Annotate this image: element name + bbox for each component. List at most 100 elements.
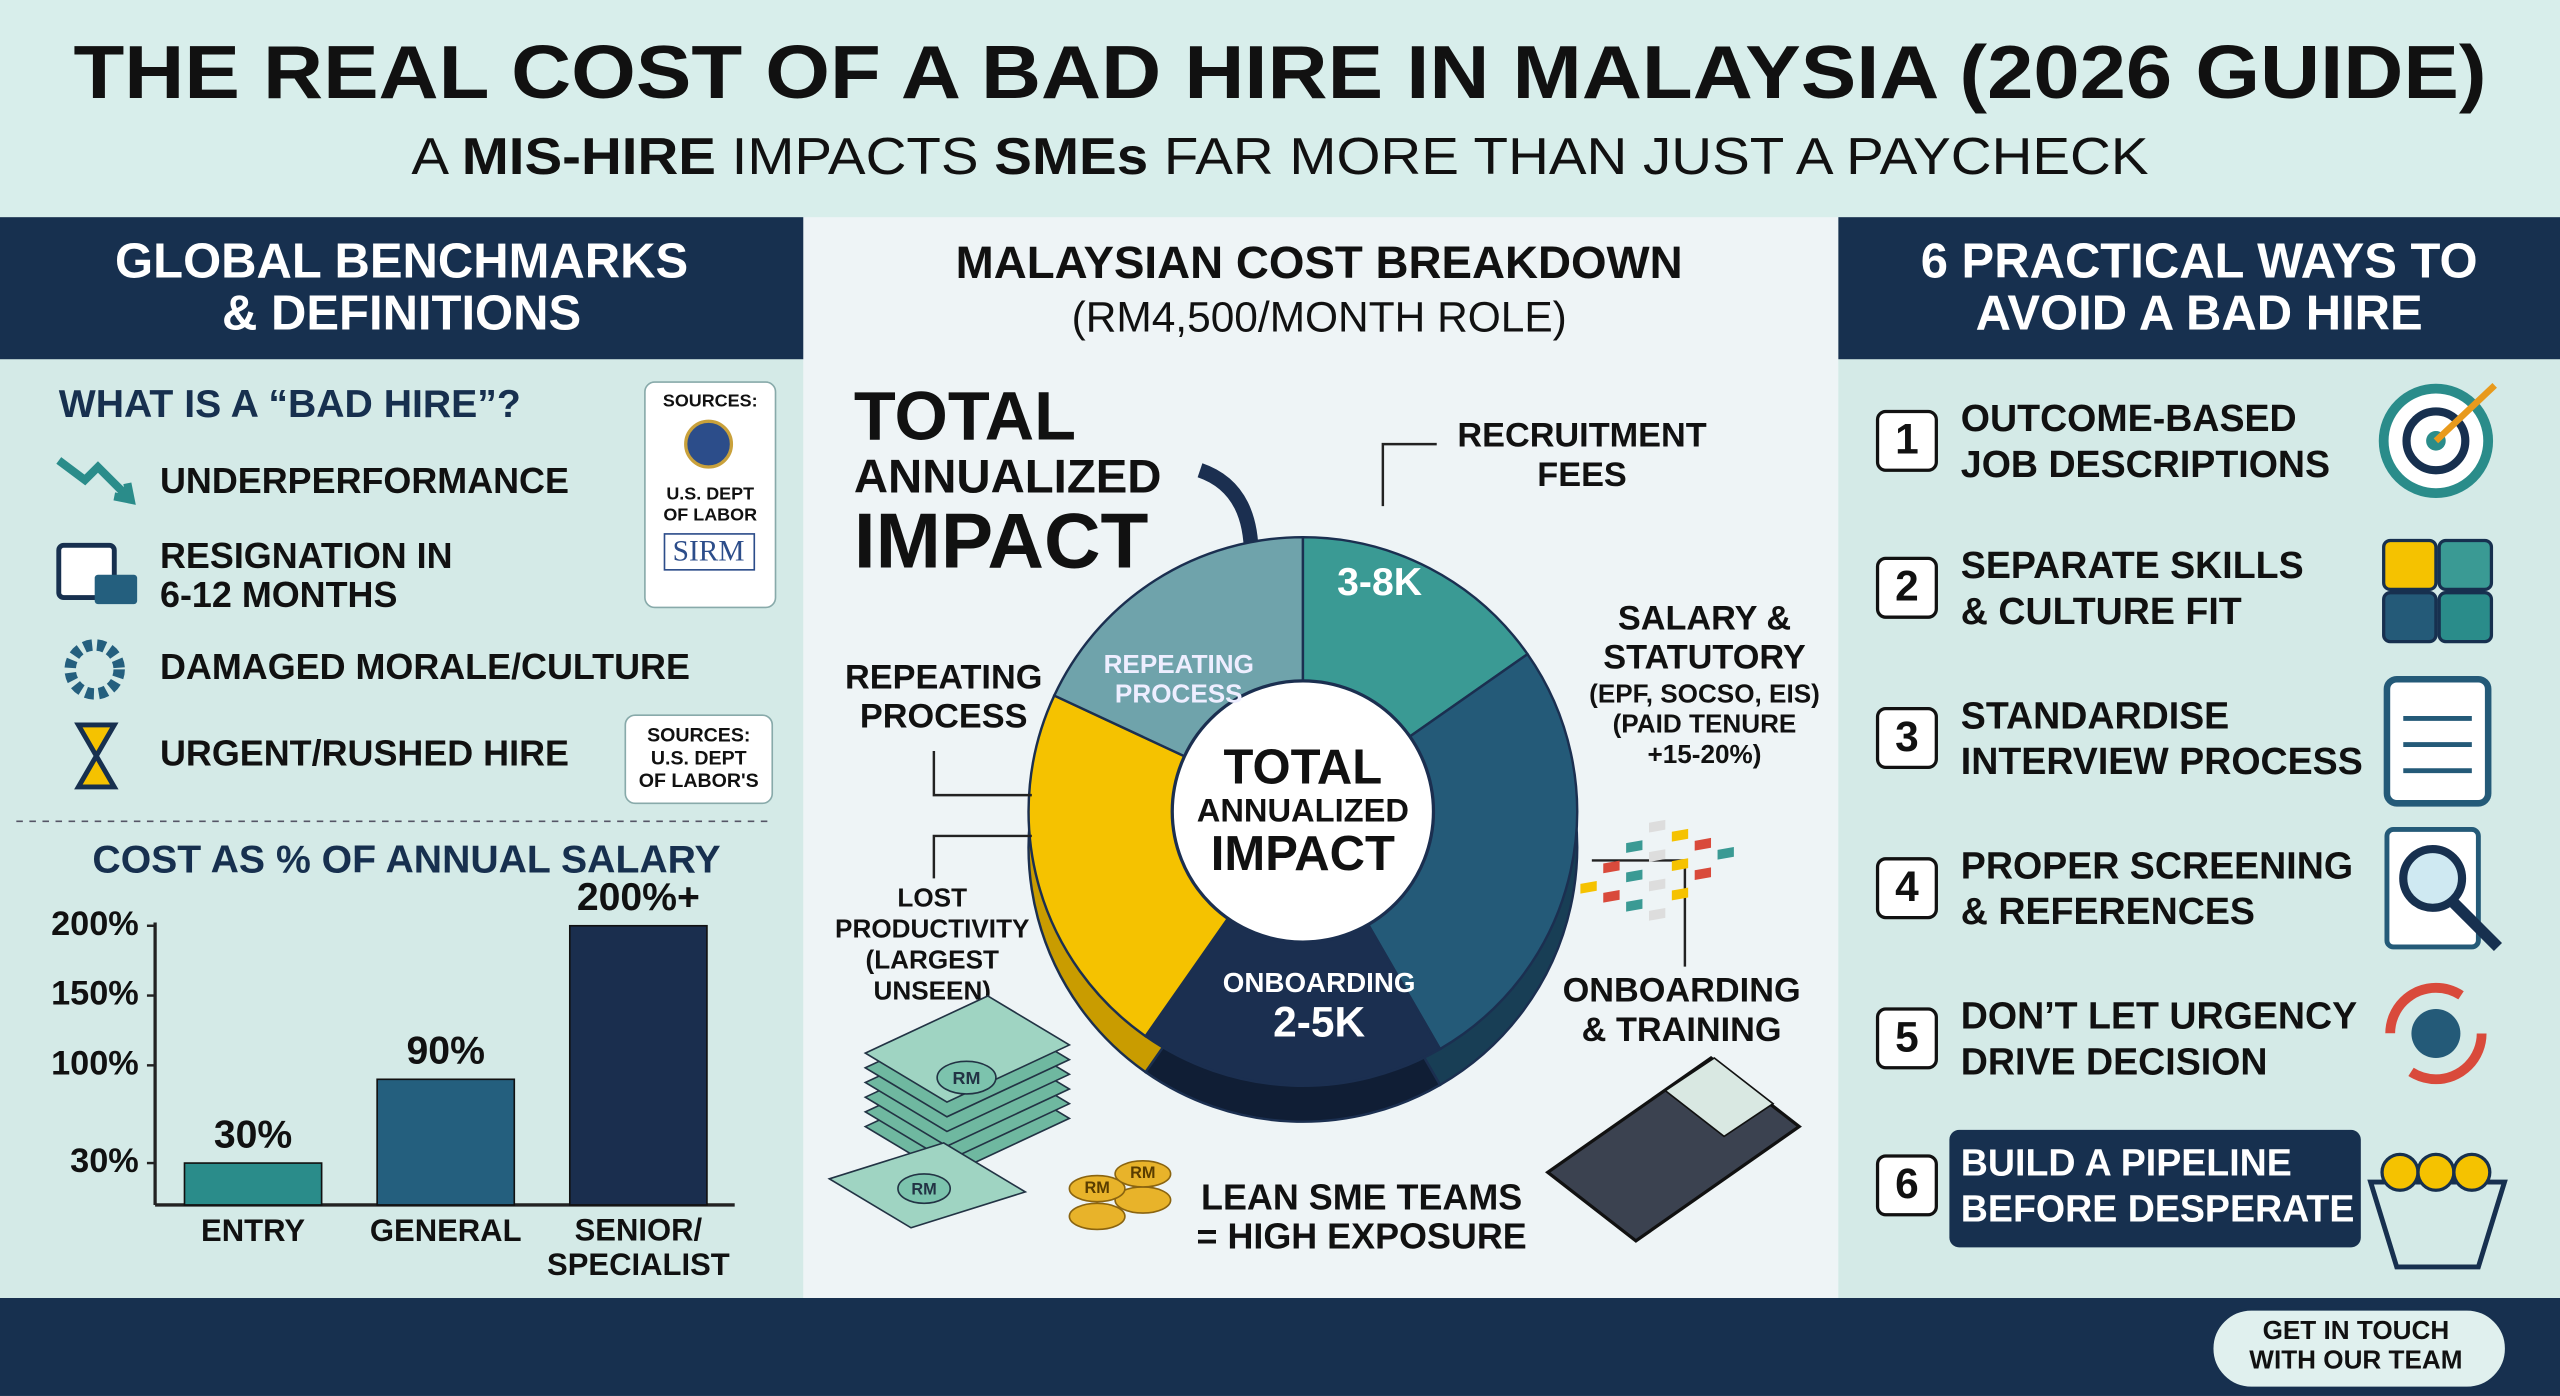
coin — [1114, 1160, 1172, 1188]
banknote-text: RM — [953, 1068, 981, 1088]
calculator-key — [1648, 878, 1666, 892]
subtitle-part: A — [411, 128, 461, 186]
icon-cycle-center — [2411, 1009, 2461, 1058]
bar — [376, 1078, 516, 1206]
donut-center: TOTAL — [1224, 741, 1383, 795]
x-tick-label: ENTRY — [201, 1213, 305, 1248]
tip-text: DRIVE DECISION — [1961, 1040, 2268, 1082]
item-number: 1 — [1895, 416, 1919, 463]
calculator-key — [1648, 908, 1666, 921]
icon-target — [2402, 407, 2470, 475]
number-badge — [1875, 409, 1938, 472]
sources-text: U.S. DEPT — [666, 483, 754, 503]
calculator-key — [1648, 819, 1666, 833]
tip-text: JOB DESCRIPTIONS — [1961, 443, 2330, 485]
y-tick-label: 100% — [51, 1044, 139, 1082]
segment-callout: RECRUITMENT — [1457, 417, 1706, 455]
segment-amount: 3-8K — [1337, 561, 1422, 604]
definition-item: URGENT/RUSHED HIRE — [160, 732, 569, 773]
number-badge — [1875, 857, 1938, 920]
y-tick-label: 150% — [51, 975, 139, 1013]
tip-text: SEPARATE SKILLS — [1961, 544, 2304, 586]
segment-callout: FEES — [1537, 456, 1626, 494]
segment-callout: UNSEEN) — [873, 976, 991, 1006]
x-tick-label: GENERAL — [370, 1213, 522, 1248]
subtitle: A MIS-HIRE IMPACTS SMEs FAR MORE THAN JU… — [411, 128, 2148, 186]
definition-item: 6-12 MONTHS — [160, 574, 397, 615]
banknote-text: RM — [911, 1181, 936, 1199]
section-subtitle: (RM4,500/MONTH ROLE) — [1072, 293, 1567, 340]
calculator-key — [1648, 849, 1666, 862]
calculator-screen — [1663, 1056, 1775, 1138]
segment-callout: SALARY & — [1618, 600, 1791, 638]
highlight-box — [1949, 1129, 2361, 1248]
segment-callout: REPEATING — [845, 658, 1042, 696]
seal — [684, 419, 734, 469]
subtitle-part: IMPACTS — [716, 128, 994, 186]
icon-puzzle — [2437, 591, 2494, 644]
tip-text: & REFERENCES — [1961, 890, 2255, 932]
item-number: 2 — [1895, 563, 1919, 610]
calculator-key — [1603, 889, 1620, 903]
sources-text: OF LABOR — [663, 505, 757, 525]
tip-text: STANDARDISE — [1961, 694, 2229, 736]
icon-face — [2452, 1152, 2492, 1192]
y-tick-label: 200% — [51, 905, 139, 943]
donut-center: ANNUALIZED — [1197, 792, 1409, 829]
icon-face — [2416, 1152, 2456, 1192]
item-number: 6 — [1895, 1160, 1919, 1207]
segment-amount: 2-5K — [1273, 999, 1365, 1046]
segment-note: (EPF, SOCSO, EIS) — [1589, 678, 1820, 708]
number-badge — [1875, 1007, 1938, 1070]
tip-text: DON’T LET URGENCY — [1961, 995, 2357, 1037]
icon-arrow — [2433, 382, 2497, 444]
segment-callout: & TRAINING — [1582, 1011, 1782, 1049]
sources-label: SOURCES: — [663, 390, 758, 410]
icon-puzzle — [2382, 538, 2438, 592]
definition-item: DAMAGED MORALE/CULTURE — [160, 646, 690, 687]
icon-briefcase — [94, 574, 138, 605]
segment-note: +15-20%) — [1648, 739, 1762, 769]
number-badge — [1875, 1154, 1938, 1217]
icon-magnifier — [2399, 844, 2467, 912]
coin-text: RM — [1084, 1179, 1109, 1197]
number-badge — [1875, 556, 1938, 619]
left-header-bg — [0, 217, 804, 360]
calculator-key — [1603, 860, 1620, 874]
footer-bg — [0, 1298, 2560, 1396]
sources-text: OF LABOR'S — [639, 770, 759, 792]
calculator-key — [1671, 858, 1689, 871]
subtitle-part: FAR MORE THAN JUST A PAYCHECK — [1148, 128, 2149, 186]
tip-text: OUTCOME-BASED — [1961, 397, 2297, 439]
donut-segment — [1301, 652, 1579, 1051]
sirm-logo: SIRM — [673, 535, 745, 567]
item-number: 5 — [1895, 1013, 1919, 1060]
chart-title: COST AS % OF ANNUAL SALARY — [92, 838, 720, 881]
coin — [1068, 1202, 1126, 1231]
icon-cycle — [2385, 982, 2487, 1085]
item-number: 3 — [1895, 713, 1919, 760]
icon-puzzle — [2382, 591, 2438, 644]
icon-puzzle — [2437, 538, 2494, 592]
contact-button[interactable] — [2211, 1308, 2508, 1390]
icon-magnifier-handle — [2449, 898, 2502, 952]
segment-label: ONBOARDING — [1223, 967, 1416, 998]
leader-line — [932, 751, 1032, 797]
coin-text: RM — [1130, 1164, 1155, 1182]
panel-title: GLOBAL BENCHMARKS — [115, 234, 688, 288]
y-tick-label: 30% — [70, 1142, 139, 1180]
panel-title: & DEFINITIONS — [222, 287, 581, 341]
calculator-key — [1717, 846, 1734, 860]
x-tick-label: SENIOR/SPECIALIST — [547, 1213, 730, 1282]
segment-callout: (LARGEST — [866, 945, 999, 975]
donut-hole — [1170, 679, 1436, 944]
item-number: 4 — [1895, 863, 1919, 910]
calculator-key — [1580, 880, 1597, 894]
tip-text: INTERVIEW PROCESS — [1961, 740, 2363, 782]
subtitle-part: MIS-HIRE — [462, 128, 716, 186]
number-badge — [1875, 706, 1938, 770]
sources-box — [624, 714, 774, 805]
calculator-key — [1626, 869, 1643, 883]
